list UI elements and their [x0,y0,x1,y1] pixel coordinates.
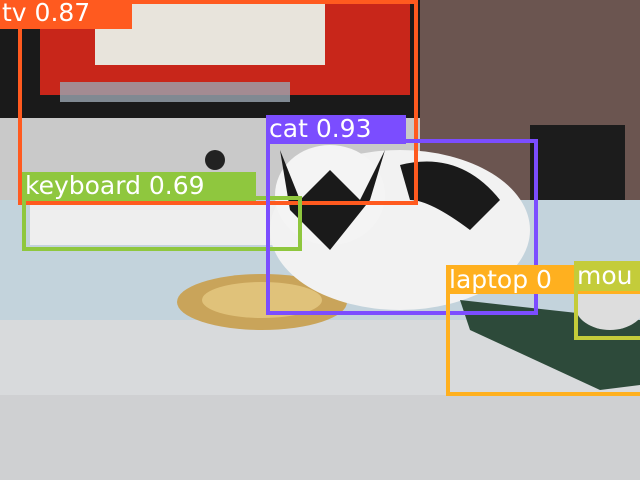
desk-front [0,395,640,480]
bounding-box [18,0,418,205]
screen-window [95,0,325,65]
detection-label: cat 0.93 [269,114,371,143]
label-background [574,262,640,291]
label-background [0,0,132,29]
label-background [266,115,406,144]
detection-label: mou [577,261,633,290]
cat-back-spot [400,161,500,230]
detection-label: tv 0.87 [2,0,90,27]
keyboard-object [30,205,295,245]
cat-markings [280,150,385,250]
plate-inner [202,282,322,318]
label-background [22,172,256,201]
detection-label: keyboard 0.69 [25,171,205,200]
detection-label: laptop 0 [449,265,552,294]
dock [60,82,290,102]
apple-logo [205,150,225,170]
